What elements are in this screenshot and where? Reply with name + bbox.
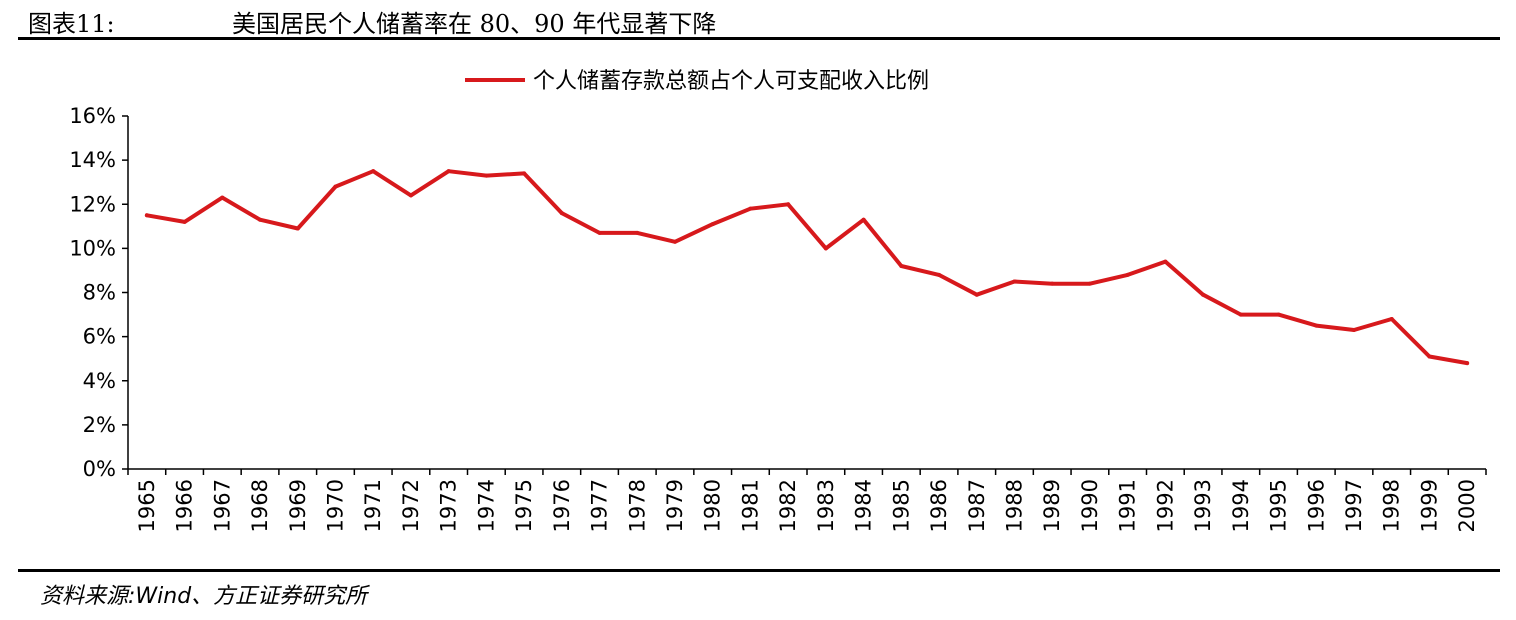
figure-label: 图表11:	[28, 10, 115, 38]
x-tick-label: 1990	[1078, 479, 1102, 532]
y-tick-label: 4%	[83, 369, 116, 393]
data-point	[1276, 312, 1281, 317]
x-tick-label: 2000	[1455, 479, 1479, 532]
x-tick-label: 1996	[1304, 479, 1328, 532]
data-point	[182, 219, 187, 224]
series-points	[144, 169, 1470, 366]
data-point	[899, 264, 904, 269]
x-tick-label: 1968	[248, 479, 272, 532]
data-point	[295, 226, 300, 231]
x-tick-label: 1986	[927, 479, 951, 532]
x-tick-label: 1985	[889, 479, 913, 532]
data-point	[1351, 328, 1356, 333]
data-point	[522, 171, 527, 176]
data-point	[635, 230, 640, 235]
data-point	[974, 292, 979, 297]
data-point	[446, 169, 451, 174]
data-point	[1012, 279, 1017, 284]
data-point	[597, 230, 602, 235]
x-tick-label: 1982	[776, 479, 800, 532]
data-point	[408, 193, 413, 198]
data-point	[371, 169, 376, 174]
figure-title: 美国居民个人储蓄率在 80、90 年代显著下降	[232, 10, 717, 38]
x-tick-label: 1967	[210, 479, 234, 532]
data-point	[258, 217, 263, 222]
x-tick-label: 1999	[1417, 479, 1441, 532]
x-axis: 1965 1966 1967 1968 1969 1970 1971 1972 1973 1974…	[127, 468, 1487, 532]
x-tick-label: 1997	[1342, 479, 1366, 532]
data-point	[144, 213, 149, 218]
x-tick-label: 1976	[550, 479, 574, 532]
x-tick-label: 1994	[1229, 479, 1253, 532]
x-tick-label: 1992	[1153, 479, 1177, 532]
top-rule	[18, 37, 1500, 40]
data-point	[333, 184, 338, 189]
data-point	[823, 246, 828, 251]
y-tick-label: 10%	[69, 236, 116, 260]
x-tick-label: 1980	[701, 479, 725, 532]
data-point	[786, 202, 791, 207]
data-point	[1125, 272, 1130, 277]
data-point	[710, 222, 715, 227]
x-tick-label: 1995	[1267, 479, 1291, 532]
series-line	[144, 169, 1470, 366]
data-point	[1314, 323, 1319, 328]
x-tick-label: 1974	[474, 479, 498, 532]
y-tick-label: 16%	[69, 104, 116, 128]
data-point	[1389, 316, 1394, 321]
x-tick-label: 1973	[437, 479, 461, 532]
y-tick-label: 2%	[83, 413, 116, 437]
data-point	[1201, 292, 1206, 297]
x-tick-label: 1965	[135, 479, 159, 532]
x-tick-label: 1975	[512, 479, 536, 532]
data-point	[748, 206, 753, 211]
y-tick-label: 14%	[69, 148, 116, 172]
x-tick-label: 1987	[965, 479, 989, 532]
data-point	[1465, 361, 1470, 366]
x-tick-label: 1998	[1380, 479, 1404, 532]
x-tick-label: 1970	[323, 479, 347, 532]
x-tick-label: 1971	[361, 479, 385, 532]
legend: 个人储蓄存款总额占个人可支配收入比例	[465, 69, 929, 94]
data-point	[1087, 281, 1092, 286]
y-axis: 0% 2% 4% 6% 8% 10% 12% 14% 16%	[69, 104, 129, 481]
data-point	[861, 217, 866, 222]
source-note: 资料来源:Wind、方正证券研究所	[40, 584, 368, 609]
x-tick-label: 1993	[1191, 479, 1215, 532]
data-point	[484, 173, 489, 178]
x-tick-label: 1969	[286, 479, 310, 532]
y-tick-label: 6%	[83, 325, 116, 349]
x-tick-label: 1977	[588, 479, 612, 532]
data-point	[1163, 259, 1168, 264]
data-point	[220, 195, 225, 200]
figure-header: 图表11: 美国居民个人储蓄率在 80、90 年代显著下降	[0, 0, 1516, 38]
x-tick-label: 1983	[814, 479, 838, 532]
x-tick-label: 1988	[1002, 479, 1026, 532]
x-tick-label: 1966	[173, 479, 197, 532]
data-point	[937, 272, 942, 277]
x-tick-label: 1991	[1116, 479, 1140, 532]
x-tick-label: 1984	[852, 479, 876, 532]
y-tick-label: 0%	[83, 457, 116, 481]
data-point	[1238, 312, 1243, 317]
data-point	[1050, 281, 1055, 286]
x-tick-label: 1981	[738, 479, 762, 532]
bottom-rule	[18, 569, 1500, 572]
x-tick-label: 1978	[625, 479, 649, 532]
legend-label: 个人储蓄存款总额占个人可支配收入比例	[533, 69, 929, 94]
x-tick-label: 1972	[399, 479, 423, 532]
data-point	[1427, 354, 1432, 359]
y-tick-label: 12%	[69, 192, 116, 216]
x-tick-label: 1979	[663, 479, 687, 532]
y-tick-label: 8%	[83, 281, 116, 305]
data-point	[672, 239, 677, 244]
x-tick-label: 1989	[1040, 479, 1064, 532]
data-point	[559, 211, 564, 216]
